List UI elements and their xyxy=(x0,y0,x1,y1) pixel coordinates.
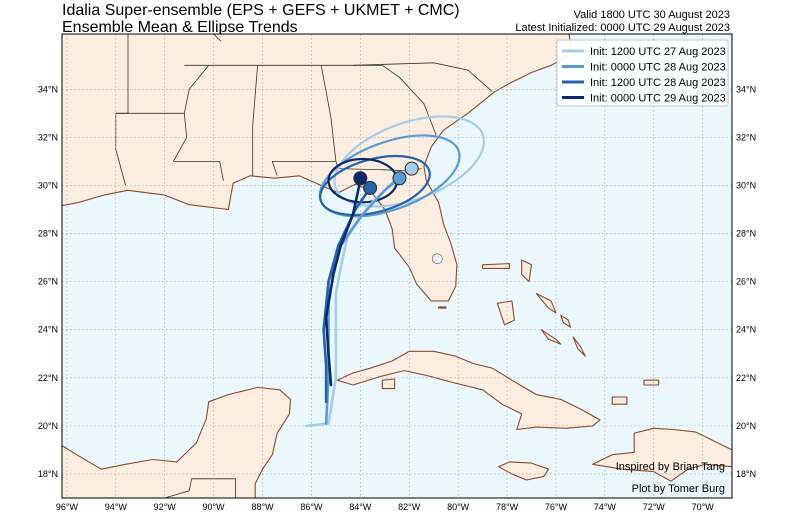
lon-tick-label: 96°W xyxy=(56,502,79,512)
lon-tick-label: 94°W xyxy=(105,502,128,512)
legend-label: Init: 1200 UTC 27 Aug 2023 xyxy=(590,46,726,58)
chart-title: Idalia Super-ensemble (EPS + GEFS + UKME… xyxy=(62,2,460,36)
latest-initialized: Latest Initialized: 0000 UTC 29 August 2… xyxy=(515,22,730,34)
grand-bahama xyxy=(482,263,511,269)
mean-track xyxy=(324,179,362,387)
andros xyxy=(496,300,515,326)
border-line xyxy=(115,112,188,162)
lat-tick-label: 34°N xyxy=(736,84,756,94)
great-inagua xyxy=(611,396,628,405)
lat-tick-label: 24°N xyxy=(736,325,756,335)
lat-tick-label: 26°N xyxy=(38,277,58,287)
map-frame xyxy=(61,33,733,499)
track-layer xyxy=(305,161,419,428)
lon-tick-label: 92°W xyxy=(154,502,177,512)
lon-tick-label: 80°W xyxy=(447,502,470,512)
latitude-labels-left: 18°N 20°N 22°N 24°N 26°N 28°N 30°N 32°N 34°N xyxy=(38,84,58,479)
valid-time-block: Valid 1800 UTC 30 August 2023 Latest Ini… xyxy=(515,9,730,35)
gridlines xyxy=(62,34,732,498)
lat-tick-label: 30°N xyxy=(38,180,58,190)
isle-of-youth xyxy=(381,378,396,390)
lon-tick-label: 78°W xyxy=(496,502,519,512)
title-line-2: Ensemble Mean & Ellipse Trends xyxy=(62,19,298,36)
lat-tick-label: 28°N xyxy=(38,229,58,239)
long-island-bahamas xyxy=(572,336,586,357)
lon-tick-label: 90°W xyxy=(203,502,226,512)
border-layer xyxy=(115,34,493,498)
lat-tick-label: 30°N xyxy=(736,180,756,190)
lat-tick-label: 34°N xyxy=(38,84,58,94)
legend-label: Init: 0000 UTC 29 Aug 2023 xyxy=(590,93,726,105)
credit-plot-by: Plot by Tomer Burg xyxy=(632,483,725,495)
lat-tick-label: 20°N xyxy=(736,421,756,431)
lat-tick-label: 32°N xyxy=(38,132,58,142)
lat-tick-label: 24°N xyxy=(38,325,58,335)
lake-okeechobee xyxy=(432,253,443,265)
cat-island xyxy=(560,314,572,328)
track-endpoint xyxy=(404,161,419,176)
border-line xyxy=(173,161,224,181)
exuma xyxy=(540,329,562,345)
north-america-land xyxy=(62,34,572,302)
longitude-labels: 96°W 94°W 92°W 90°W 88°W 86°W 84°W 82°W 80°W 78°W… xyxy=(56,502,714,512)
border-line xyxy=(352,62,493,93)
lat-tick-label: 28°N xyxy=(736,229,756,239)
latitude-labels-right: 18°N 20°N 22°N 24°N 26°N 28°N 30°N 32°N 34°N xyxy=(736,84,756,479)
border-line xyxy=(183,65,210,114)
track-endpoint xyxy=(392,171,407,186)
mean-track xyxy=(322,186,372,404)
turks-caicos xyxy=(643,379,660,386)
border-line xyxy=(164,478,236,498)
credit-inspired: Inspired by Brian Tang xyxy=(616,461,725,473)
lon-tick-label: 82°W xyxy=(398,502,421,512)
legend-label: Init: 0000 UTC 28 Aug 2023 xyxy=(590,62,726,74)
lon-tick-label: 72°W xyxy=(643,502,666,512)
yucatan-central-america xyxy=(62,386,292,498)
land-layer xyxy=(62,34,732,498)
border-line xyxy=(382,64,437,136)
lat-tick-label: 20°N xyxy=(38,421,58,431)
lat-tick-label: 26°N xyxy=(736,277,756,287)
valid-time: Valid 1800 UTC 30 August 2023 xyxy=(573,9,730,21)
lat-tick-label: 32°N xyxy=(736,132,756,142)
legend: Init: 1200 UTC 27 Aug 2023 Init: 0000 UTC… xyxy=(556,39,729,107)
lon-tick-label: 88°W xyxy=(251,502,274,512)
lon-tick-label: 84°W xyxy=(349,502,372,512)
track-endpoint xyxy=(353,171,368,186)
lon-tick-label: 76°W xyxy=(545,502,568,512)
border-line xyxy=(252,65,258,176)
lat-tick-label: 18°N xyxy=(736,469,756,479)
lon-tick-label: 70°W xyxy=(692,502,715,512)
lat-tick-label: 18°N xyxy=(38,469,58,479)
lon-tick-label: 74°W xyxy=(594,502,617,512)
map-area xyxy=(62,34,732,498)
abaco xyxy=(521,259,533,283)
track-endpoint xyxy=(363,180,378,195)
hispaniola xyxy=(592,427,732,482)
eleuthera xyxy=(535,293,557,314)
lon-tick-label: 86°W xyxy=(300,502,323,512)
lat-tick-label: 22°N xyxy=(736,373,756,383)
legend-box xyxy=(556,39,729,107)
legend-label: Init: 1200 UTC 28 Aug 2023 xyxy=(590,77,726,89)
border-line xyxy=(213,34,222,42)
credits: Inspired by Brian Tang Plot by Tomer Burg xyxy=(616,461,725,495)
lat-tick-label: 22°N xyxy=(38,373,58,383)
bermuda-sk xyxy=(438,306,447,309)
jamaica xyxy=(497,461,550,481)
title-line-1: Idalia Super-ensemble (EPS + GEFS + UKME… xyxy=(62,2,460,19)
